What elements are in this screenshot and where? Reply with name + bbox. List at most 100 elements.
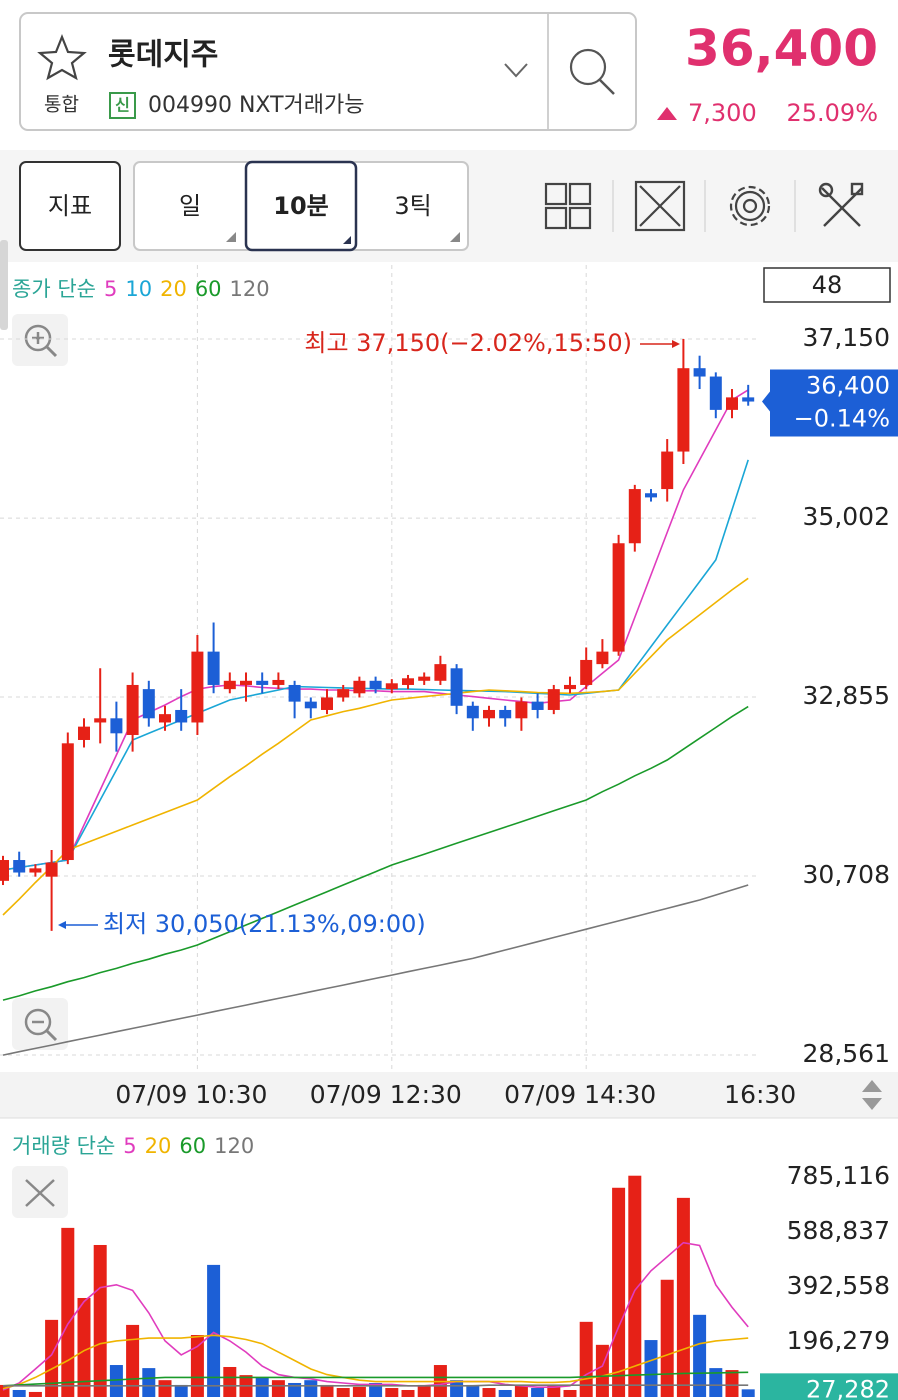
candle-body bbox=[159, 714, 171, 723]
favorite-star[interactable] bbox=[37, 34, 87, 81]
candle-body bbox=[353, 680, 366, 694]
volume-bar bbox=[450, 1380, 464, 1397]
y-tick-label: 28,561 bbox=[803, 1039, 890, 1068]
volume-bar bbox=[725, 1370, 739, 1397]
dropdown-arrow[interactable] bbox=[504, 63, 528, 78]
legend-entry: 20 bbox=[160, 277, 187, 301]
candle-body bbox=[337, 689, 350, 698]
count-label: 48 bbox=[812, 271, 843, 299]
layout-icon[interactable] bbox=[544, 182, 592, 230]
candle-body bbox=[240, 680, 252, 685]
price-change: 7,300 bbox=[688, 99, 757, 127]
tools-icon[interactable] bbox=[818, 182, 864, 227]
corner-mark bbox=[450, 232, 460, 242]
candle-body bbox=[223, 680, 236, 690]
period-day[interactable]: 일 bbox=[179, 192, 201, 220]
volume-bar bbox=[482, 1388, 496, 1397]
candle-body bbox=[61, 743, 74, 861]
stock-name: 롯데지주 bbox=[108, 38, 218, 73]
volume-bar bbox=[676, 1197, 690, 1397]
search-icon-handle bbox=[599, 79, 615, 95]
x-tick-label: 07/09 10:30 bbox=[115, 1080, 267, 1109]
period-selected[interactable] bbox=[244, 160, 358, 252]
high-annotation: 최고 37,150(−2.02%,15:50) bbox=[304, 329, 632, 357]
candle-body bbox=[191, 651, 204, 723]
candle-body bbox=[596, 651, 609, 665]
axis-scroll-icon[interactable] bbox=[862, 1080, 882, 1110]
candle-body bbox=[580, 659, 593, 685]
volume-bar bbox=[158, 1380, 172, 1397]
period-10min[interactable]: 10분 bbox=[273, 192, 328, 220]
last-volume-box bbox=[760, 1373, 898, 1400]
candle-body bbox=[450, 668, 463, 706]
volume-bar bbox=[595, 1344, 609, 1397]
moving-average-line bbox=[2, 1241, 749, 1391]
x-tick-label: 07/09 14:30 bbox=[504, 1080, 656, 1109]
y-tick-label: 35,002 bbox=[803, 502, 890, 531]
zoom-out-icon[interactable] bbox=[12, 998, 68, 1050]
time-axis-band bbox=[0, 1072, 898, 1118]
corner-mark bbox=[226, 232, 236, 242]
volume-bar bbox=[109, 1365, 123, 1397]
candle-body bbox=[677, 368, 690, 452]
volume-bar bbox=[28, 1391, 42, 1397]
legend-entry: 60 bbox=[179, 1134, 206, 1158]
fullscreen-icon[interactable] bbox=[634, 180, 686, 232]
volume-bar bbox=[401, 1389, 415, 1397]
annotation-arrowhead bbox=[58, 921, 66, 929]
candle-body bbox=[466, 705, 479, 719]
legend-entry: 20 bbox=[145, 1134, 172, 1158]
volume-bar bbox=[709, 1368, 723, 1397]
moving-average-line bbox=[2, 1371, 749, 1387]
zoom-in-icon[interactable] bbox=[12, 314, 68, 366]
candle-body bbox=[126, 684, 139, 735]
search-box[interactable] bbox=[19, 12, 637, 131]
volume-bar bbox=[417, 1384, 431, 1397]
legend-entry: 5 bbox=[123, 1134, 136, 1158]
last-change-label: −0.14% bbox=[794, 405, 890, 433]
x-tick-label: 16:30 bbox=[724, 1080, 796, 1109]
side-tab[interactable] bbox=[0, 240, 8, 330]
y-tick-label: 588,837 bbox=[787, 1216, 890, 1245]
moving-average-line bbox=[2, 705, 749, 1001]
moving-average-line bbox=[2, 1334, 749, 1390]
volume-bar bbox=[531, 1388, 545, 1397]
candle-body bbox=[272, 679, 285, 685]
volume-bar bbox=[77, 1297, 91, 1397]
volume-bar bbox=[45, 1319, 59, 1397]
candle-body bbox=[110, 718, 123, 734]
price-change-pct: 25.09% bbox=[786, 99, 878, 127]
volume-bar bbox=[255, 1377, 269, 1397]
volume-bar bbox=[741, 1389, 755, 1397]
legend-title: 거래량 단순 bbox=[12, 1134, 115, 1158]
search-icon[interactable] bbox=[569, 48, 607, 86]
y-tick-label: 392,558 bbox=[787, 1271, 890, 1300]
y-tick-label: 196,279 bbox=[787, 1326, 890, 1355]
volume-bar bbox=[93, 1244, 107, 1397]
volume-bar bbox=[498, 1389, 512, 1397]
volume-bar bbox=[336, 1388, 350, 1397]
candle-body bbox=[175, 709, 188, 723]
settings-icon[interactable] bbox=[729, 185, 771, 227]
current-price: 36,400 bbox=[685, 20, 878, 78]
close-volume-icon[interactable] bbox=[12, 1166, 68, 1218]
volume-bar bbox=[271, 1380, 285, 1397]
candle-body bbox=[13, 860, 26, 873]
candle-body bbox=[288, 684, 301, 702]
candle-body bbox=[45, 862, 58, 877]
indicator-button[interactable] bbox=[19, 161, 121, 251]
candle-body bbox=[628, 489, 641, 544]
y-tick-label: 37,150 bbox=[803, 323, 890, 352]
candle-body bbox=[369, 680, 382, 690]
period-3tick[interactable]: 3틱 bbox=[394, 192, 431, 220]
corner-mark bbox=[343, 236, 351, 244]
volume-bar bbox=[12, 1389, 26, 1397]
candle-body bbox=[94, 718, 107, 723]
volume-bar bbox=[628, 1175, 642, 1397]
candle-body bbox=[434, 664, 447, 681]
candle-body bbox=[418, 676, 431, 681]
candle-body bbox=[515, 701, 528, 719]
